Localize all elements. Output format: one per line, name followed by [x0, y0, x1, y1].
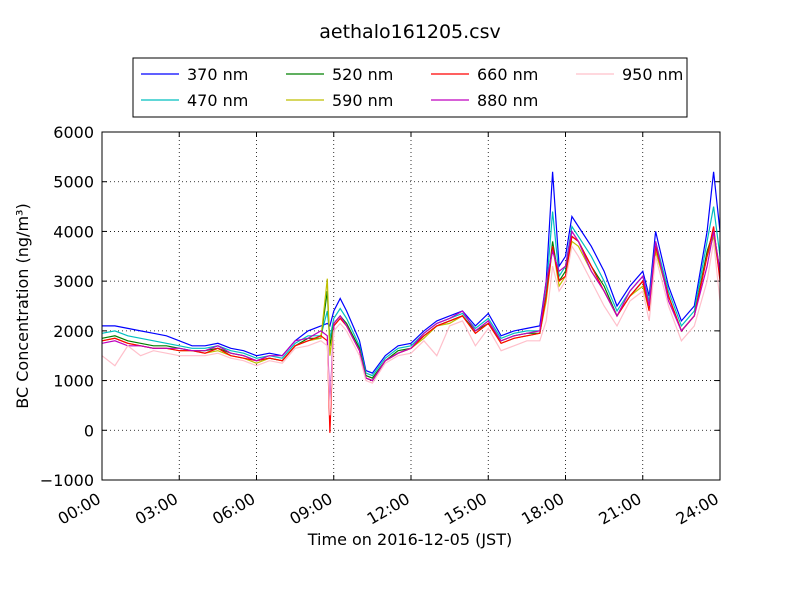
y-tick-label: 1000 [53, 372, 94, 391]
legend-label: 470 nm [187, 91, 248, 110]
legend-label: 590 nm [332, 91, 393, 110]
x-axis-label: Time on 2016-12-05 (JST) [307, 530, 512, 549]
y-tick-label: 0 [84, 421, 94, 440]
series-line [101, 226, 721, 433]
chart-title: aethalo161205.csv [319, 21, 501, 43]
y-tick-label: 3000 [53, 272, 94, 291]
series-line [102, 171, 721, 374]
legend-label: 520 nm [332, 65, 393, 84]
legend-label: 880 nm [477, 91, 538, 110]
y-tick-label: −1000 [40, 471, 94, 490]
legend-label: 370 nm [187, 65, 248, 84]
y-tick-label: 2000 [53, 322, 94, 341]
legend-label: 950 nm [622, 65, 683, 84]
series-line [101, 206, 721, 377]
legend-label: 660 nm [477, 65, 538, 84]
series-line [101, 229, 721, 406]
y-tick-label: 6000 [53, 123, 94, 142]
plot-frame [101, 131, 721, 481]
y-tick-label: 4000 [53, 222, 94, 241]
series-line [101, 241, 721, 416]
y-axis-label: BC Concentration (ng/m³) [13, 203, 32, 408]
y-tick-label: 5000 [53, 173, 94, 192]
legend-box [132, 57, 688, 118]
